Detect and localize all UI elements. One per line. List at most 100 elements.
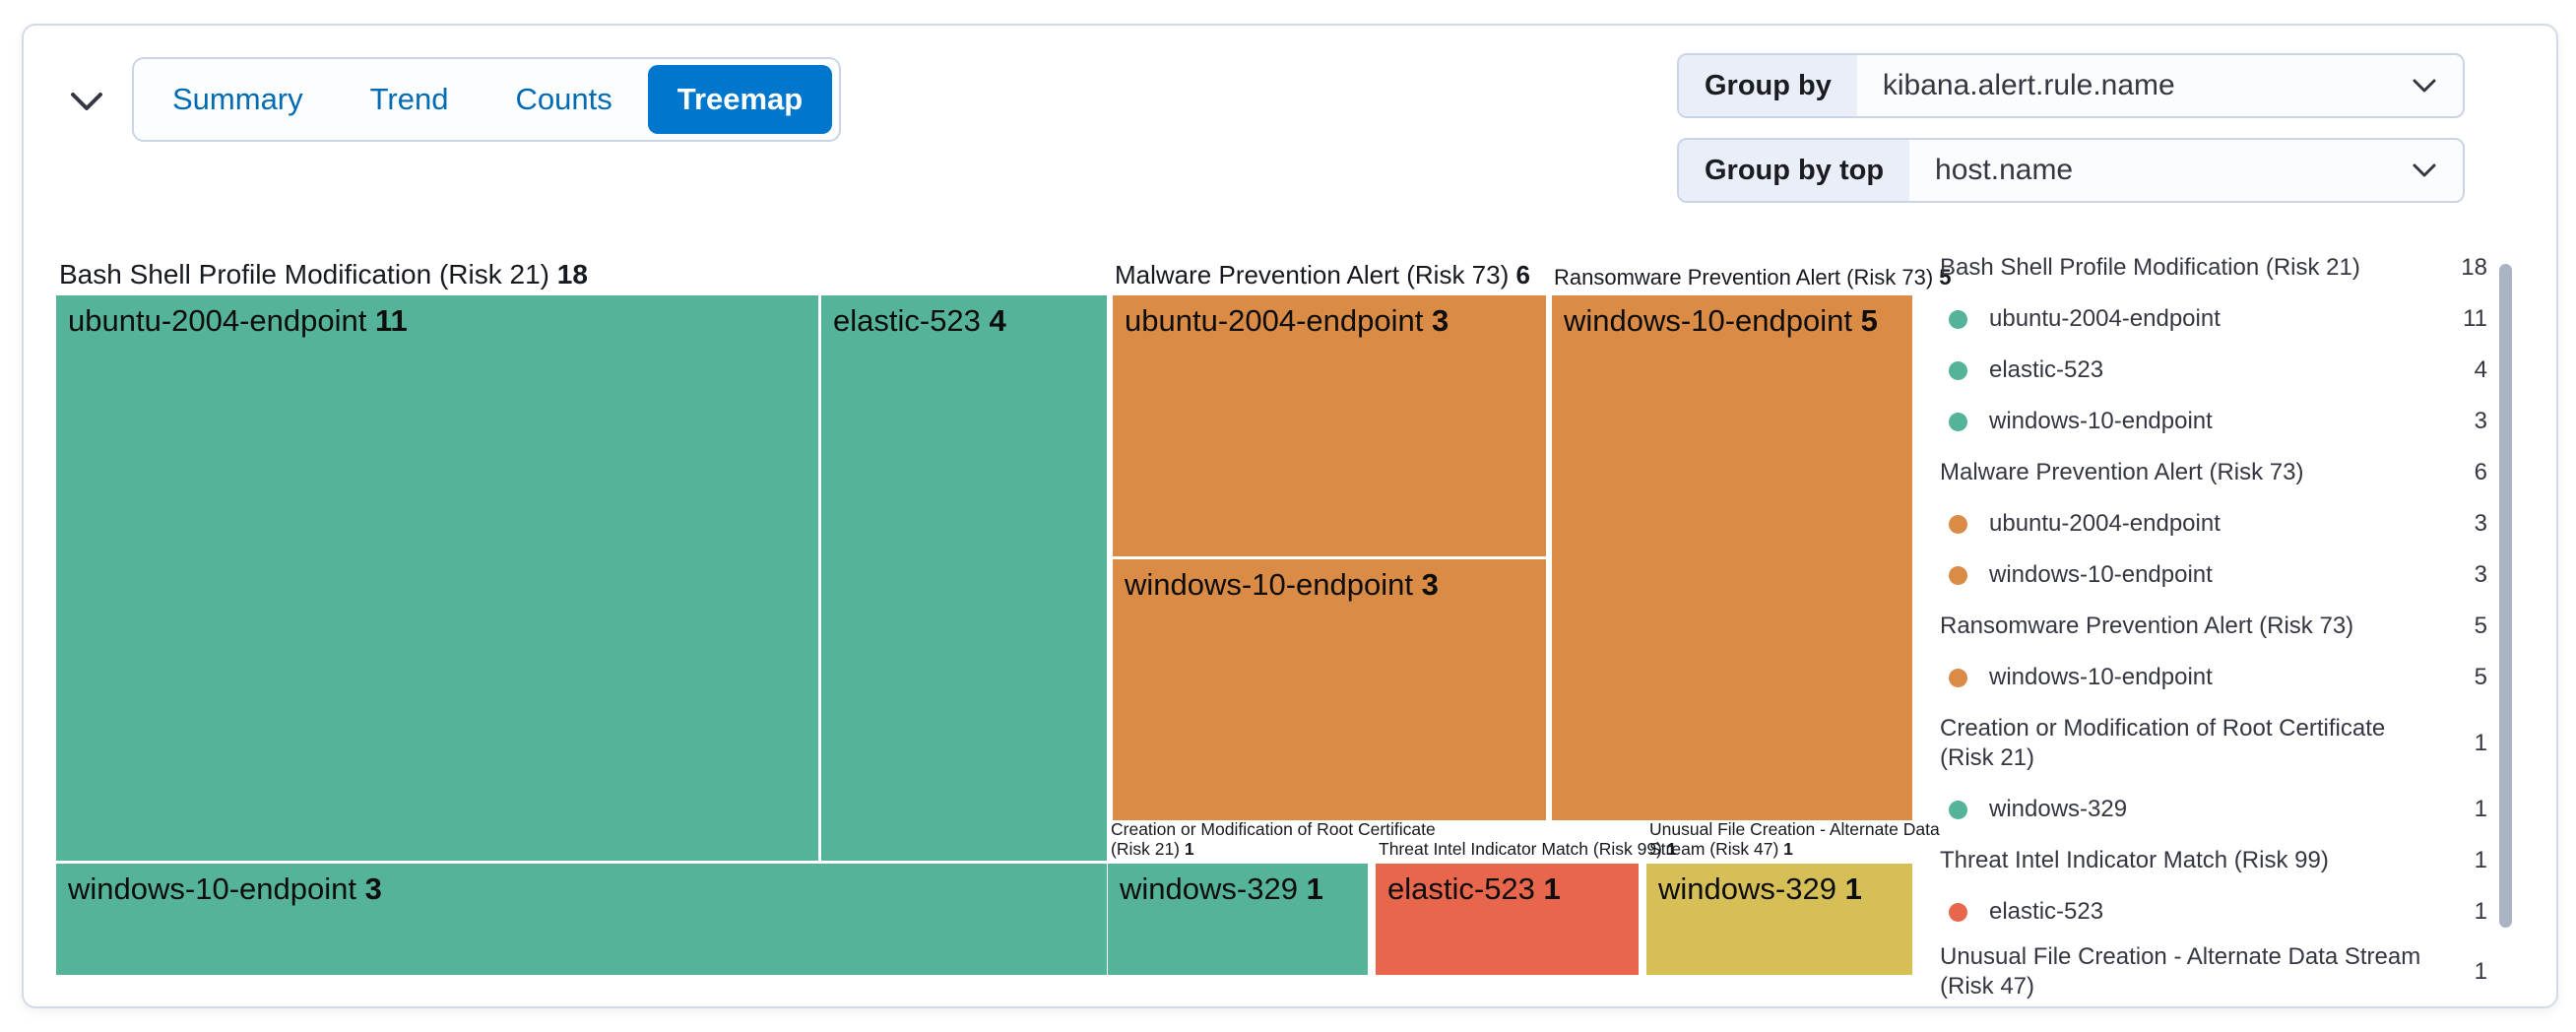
box-label: windows-329: [1120, 871, 1298, 906]
box-value: 11: [375, 303, 408, 338]
view-selector-button-group: Summary Trend Counts Treemap: [132, 57, 842, 142]
box-value: 5: [1860, 303, 1878, 338]
legend-row[interactable]: windows-10-endpoint 5: [1940, 656, 2487, 699]
legend-dot: [1949, 309, 1967, 329]
treemap-section-header: Creation or Modification of Root Certifi…: [1111, 819, 1460, 860]
section-total: 6: [1515, 260, 1530, 290]
group-by-top-label: Group by top: [1679, 140, 1910, 201]
group-by-value: kibana.alert.rule.name: [1882, 69, 2175, 101]
legend-row[interactable]: Ransomware Prevention Alert (Risk 73) 5: [1940, 605, 2487, 648]
legend-label: Unusual File Creation - Alternate Data S…: [1940, 943, 2421, 1000]
legend-count: 6: [2474, 459, 2487, 485]
box-value: 3: [1421, 567, 1439, 602]
treemap-box-malware-windows10[interactable]: windows-10-endpoint 3: [1113, 559, 1546, 820]
treemap-box-rootcert-windows329[interactable]: windows-329 1: [1108, 864, 1368, 975]
legend-label: ubuntu-2004-endpoint: [1989, 510, 2221, 537]
chevron-down-icon: [2412, 55, 2463, 116]
box-label: ubuntu-2004-endpoint: [1125, 303, 1424, 338]
section-total: 18: [556, 259, 588, 290]
legend-label: elastic-523: [1989, 898, 2104, 925]
box-value: 1: [1543, 871, 1561, 906]
legend-count: 11: [2463, 305, 2487, 332]
box-label: windows-10-endpoint: [1564, 303, 1852, 338]
legend-row[interactable]: elastic-523 4: [1940, 349, 2487, 392]
treemap-box-bash-elastic[interactable]: elastic-523 4: [821, 295, 1107, 861]
section-title: Unusual File Creation - Alternate Data S…: [1649, 818, 1940, 860]
legend-label: windows-10-endpoint: [1989, 664, 2213, 690]
legend-count: 5: [2474, 664, 2487, 690]
legend-count: 1: [2474, 958, 2487, 985]
legend-label: windows-329: [1989, 796, 2128, 822]
box-label: windows-10-endpoint: [68, 871, 356, 906]
legend-scrollbar[interactable]: [2499, 264, 2512, 928]
group-by-label: Group by: [1679, 55, 1857, 116]
legend-label: Malware Prevention Alert (Risk 73): [1940, 459, 2304, 485]
tab-treemap[interactable]: Treemap: [647, 65, 833, 134]
treemap-section-header: Ransomware Prevention Alert (Risk 73) 5: [1554, 265, 1952, 290]
legend-dot: [1949, 360, 1967, 380]
legend-row[interactable]: ubuntu-2004-endpoint 3: [1940, 502, 2487, 546]
treemap-box-malware-ubuntu[interactable]: ubuntu-2004-endpoint 3: [1113, 295, 1546, 556]
box-value: 3: [364, 871, 382, 906]
section-total: 1: [1666, 839, 1677, 859]
legend-row[interactable]: ubuntu-2004-endpoint 11: [1940, 297, 2487, 341]
legend-count: 1: [2474, 898, 2487, 925]
legend-row[interactable]: Malware Prevention Alert (Risk 73) 6: [1940, 451, 2487, 494]
legend-row[interactable]: windows-329 1: [1940, 788, 2487, 831]
legend-count: 3: [2474, 408, 2487, 434]
section-title: Threat Intel Indicator Match (Risk 99): [1379, 839, 1662, 859]
legend-label: Ransomware Prevention Alert (Risk 73): [1940, 613, 2354, 639]
section-title: Ransomware Prevention Alert (Risk 73): [1554, 265, 1934, 290]
section-title: Malware Prevention Alert (Risk 73): [1115, 260, 1510, 290]
legend-dot: [1949, 514, 1967, 534]
treemap-box-bash-windows10[interactable]: windows-10-endpoint 3: [56, 864, 1107, 975]
tab-counts[interactable]: Counts: [482, 59, 645, 140]
tab-trend[interactable]: Trend: [337, 59, 483, 140]
legend-row[interactable]: windows-10-endpoint 3: [1940, 553, 2487, 597]
legend-label: elastic-523: [1989, 356, 2104, 383]
box-value: 1: [1844, 871, 1862, 906]
legend-label: Creation or Modification of Root Certifi…: [1940, 715, 2386, 771]
legend-count: 1: [2474, 847, 2487, 873]
treemap-box-threatintel-elastic[interactable]: elastic-523 1: [1376, 864, 1639, 975]
box-label: windows-10-endpoint: [1125, 567, 1413, 602]
section-total: 1: [1783, 839, 1793, 860]
box-label: ubuntu-2004-endpoint: [68, 303, 367, 338]
legend-label: Bash Shell Profile Modification (Risk 21…: [1940, 254, 2360, 281]
box-label: elastic-523: [833, 303, 981, 338]
legend-dot: [1949, 565, 1967, 585]
legend-count: 1: [2474, 796, 2487, 822]
treemap-box-ransomware-windows10[interactable]: windows-10-endpoint 5: [1552, 295, 1912, 820]
treemap-section-header: Unusual File Creation - Alternate Data S…: [1649, 819, 1953, 860]
box-value: 3: [1432, 303, 1449, 338]
legend-dot: [1949, 412, 1967, 431]
treemap-section-header: Bash Shell Profile Modification (Risk 21…: [59, 259, 588, 290]
legend-label: windows-10-endpoint: [1989, 561, 2213, 588]
legend-dot: [1949, 800, 1967, 819]
legend-label: ubuntu-2004-endpoint: [1989, 305, 2221, 332]
treemap-box-bash-ubuntu[interactable]: ubuntu-2004-endpoint 11: [56, 295, 818, 861]
treemap-box-unusualfile-windows329[interactable]: windows-329 1: [1646, 864, 1912, 975]
legend-row[interactable]: Threat Intel Indicator Match (Risk 99) 1: [1940, 839, 2487, 882]
treemap-section-header: Malware Prevention Alert (Risk 73) 6: [1115, 260, 1530, 290]
group-by-select[interactable]: Group by kibana.alert.rule.name: [1677, 53, 2465, 118]
legend-count: 4: [2474, 356, 2487, 383]
section-total: 1: [1184, 839, 1194, 860]
box-value: 4: [989, 303, 1006, 338]
group-by-top-select[interactable]: Group by top host.name: [1677, 138, 2465, 203]
legend-row[interactable]: Unusual File Creation - Alternate Data S…: [1940, 935, 2487, 1008]
tab-summary[interactable]: Summary: [139, 59, 337, 140]
collapse-panel-button[interactable]: [61, 79, 112, 126]
legend-count: 18: [2461, 254, 2487, 281]
legend-row[interactable]: windows-10-endpoint 3: [1940, 400, 2487, 443]
legend-row[interactable]: Creation or Modification of Root Certifi…: [1940, 707, 2487, 780]
treemap-section-header: Threat Intel Indicator Match (Risk 99) 1: [1379, 839, 1677, 860]
box-label: elastic-523: [1387, 871, 1535, 906]
legend-label: windows-10-endpoint: [1989, 408, 2213, 434]
chevron-down-icon: [2412, 140, 2463, 201]
legend-row[interactable]: elastic-523 1: [1940, 890, 2487, 934]
section-title: Bash Shell Profile Modification (Risk 21…: [59, 259, 549, 290]
legend-row[interactable]: Bash Shell Profile Modification (Risk 21…: [1940, 246, 2487, 290]
chevron-down-icon: [69, 91, 104, 115]
